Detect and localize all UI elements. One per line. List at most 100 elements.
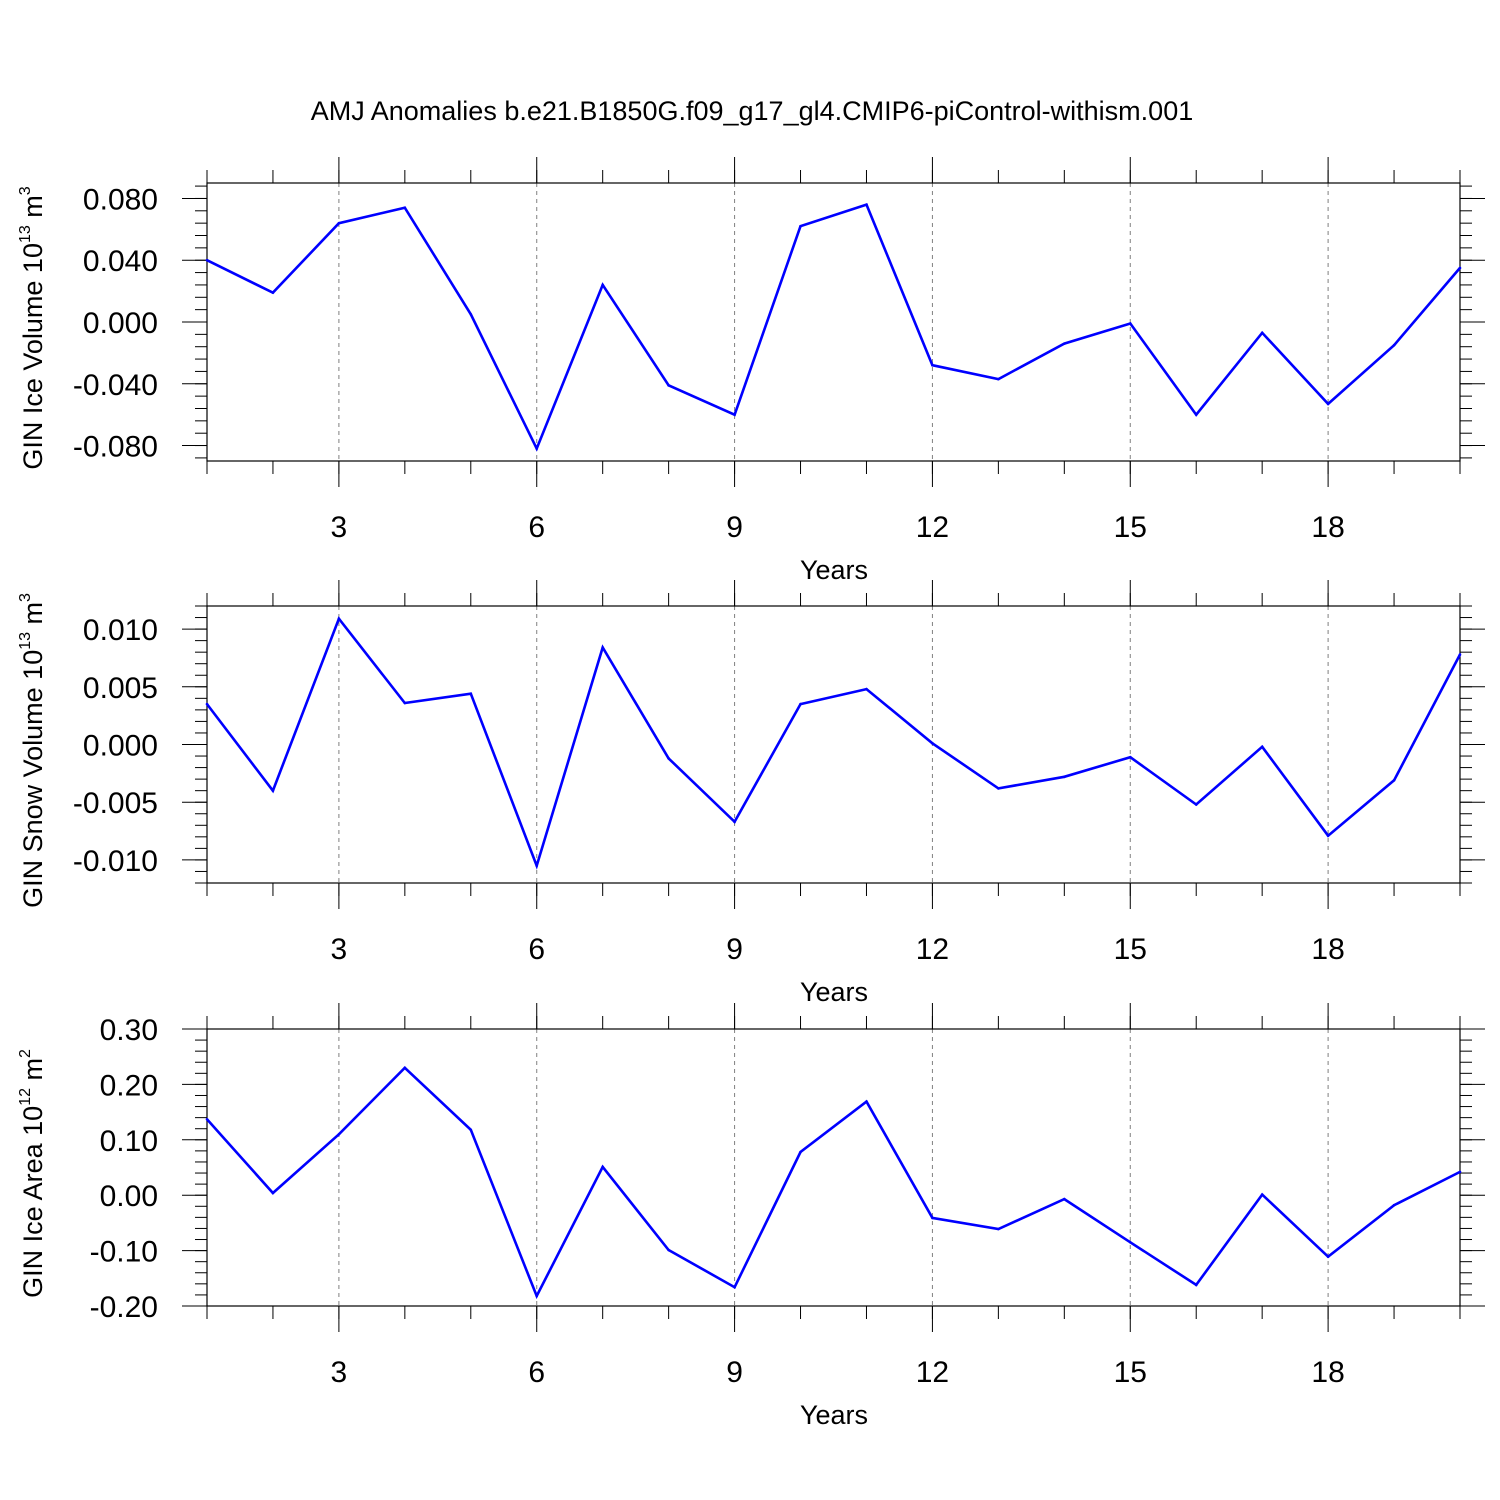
- x-tick-label: 6: [528, 1356, 545, 1389]
- y-axis-title-unit: m: [18, 602, 48, 632]
- data-point: [667, 757, 670, 760]
- data-series-line: [206, 1065, 1461, 1300]
- y-axis-title-unit: m: [18, 1058, 48, 1088]
- data-point: [1458, 266, 1462, 270]
- data-point: [205, 702, 209, 706]
- x-tick-label: 15: [1114, 933, 1147, 966]
- figure-title: AMJ Anomalies b.e21.B1850G.f09_g17_gl4.C…: [311, 96, 1193, 126]
- y-axis-title-unit: m: [18, 195, 48, 225]
- data-point: [1063, 775, 1066, 779]
- data-point: [733, 820, 736, 824]
- data-point: [865, 687, 868, 691]
- x-tick-label: 9: [726, 933, 743, 966]
- x-tick-label: 6: [528, 933, 545, 966]
- x-tick-label: 18: [1311, 933, 1344, 966]
- data-series-line: [206, 202, 1461, 452]
- data-point: [601, 646, 604, 649]
- data-point: [1194, 1283, 1198, 1287]
- y-axis-title-exponent: 13: [17, 225, 34, 243]
- x-axis-title: Years: [800, 1400, 868, 1430]
- data-point: [535, 864, 539, 867]
- x-tick-label: 12: [916, 1356, 949, 1389]
- data-point: [733, 1285, 736, 1289]
- x-tick-label: 15: [1114, 1356, 1147, 1389]
- y-axis-title-unit-exponent: 2: [17, 1049, 34, 1058]
- data-point: [997, 377, 1000, 381]
- y-axis-title-text: GIN Ice Volume 10: [18, 243, 48, 470]
- y-axis-title: GIN Ice Volume 1013 m3: [17, 186, 48, 469]
- data-point: [1326, 1255, 1330, 1258]
- data-point: [1326, 402, 1330, 406]
- x-tick-label: 18: [1311, 511, 1344, 544]
- data-series-line: [205, 616, 1462, 870]
- data-point: [337, 221, 341, 225]
- y-axis-title: GIN Snow Volume 1013 m3: [17, 593, 48, 908]
- data-point: [799, 224, 802, 228]
- x-tick-label: 18: [1311, 1356, 1344, 1389]
- data-point: [1458, 653, 1462, 656]
- y-tick-label: 0.010: [83, 614, 158, 647]
- data-point: [1392, 343, 1396, 347]
- x-tick-label: 9: [726, 1356, 743, 1389]
- data-point: [997, 1227, 1000, 1231]
- data-point: [1128, 755, 1132, 759]
- data-point: [733, 413, 736, 416]
- data-point: [601, 283, 604, 287]
- data-point: [1063, 342, 1066, 345]
- x-tick-label: 15: [1114, 511, 1147, 544]
- data-point: [1458, 1170, 1462, 1174]
- y-tick-label: 0.20: [100, 1069, 158, 1102]
- data-point: [1326, 834, 1330, 837]
- y-tick-label: 0.30: [100, 1014, 158, 1047]
- y-axis-title-unit-exponent: 3: [17, 593, 34, 602]
- data-point: [1392, 1203, 1396, 1207]
- x-tick-label: 6: [528, 511, 545, 544]
- data-point: [931, 742, 934, 745]
- data-point: [865, 203, 868, 206]
- data-point: [205, 1118, 209, 1121]
- data-point: [1194, 413, 1198, 416]
- data-point: [535, 1294, 539, 1298]
- data-point: [799, 1150, 802, 1154]
- data-point: [205, 258, 209, 262]
- data-point: [667, 1248, 670, 1252]
- y-axis-title-text: GIN Snow Volume 10: [18, 650, 48, 908]
- y-tick-label: -0.080: [73, 431, 158, 464]
- y-tick-label: -0.005: [73, 787, 158, 820]
- data-point: [667, 384, 670, 387]
- y-tick-label: 0.000: [83, 730, 158, 763]
- data-point: [1260, 1193, 1264, 1196]
- data-point: [1128, 1240, 1132, 1244]
- x-tick-label: 3: [331, 1356, 348, 1389]
- data-point: [469, 312, 473, 316]
- y-axis-title: GIN Ice Area 1012 m2: [17, 1049, 48, 1298]
- plot-frame: [206, 605, 1461, 884]
- data-point: [271, 291, 275, 294]
- y-tick-label: 0.040: [83, 245, 158, 278]
- data-point: [1392, 778, 1396, 782]
- data-point: [1063, 1197, 1066, 1201]
- data-point: [337, 1132, 341, 1136]
- data-point: [535, 447, 539, 450]
- x-axis-title: Years: [800, 977, 868, 1007]
- data-point: [1260, 331, 1264, 335]
- data-point: [403, 1066, 407, 1070]
- y-tick-label: 0.005: [83, 672, 158, 705]
- y-tick-label: -0.040: [73, 369, 158, 402]
- data-point: [403, 206, 407, 210]
- x-tick-label: 3: [331, 933, 348, 966]
- x-tick-label: 9: [726, 511, 743, 544]
- y-tick-label: -0.010: [73, 845, 158, 878]
- data-point: [799, 702, 802, 706]
- x-axis-title: Years: [800, 555, 868, 585]
- data-point: [931, 363, 934, 367]
- chart-panel-1: 3 6 9 12 15 18 0.080 0.040 0.000 -0.040 -0.080 Year…: [17, 157, 1485, 585]
- y-axis-title-unit-exponent: 3: [17, 186, 34, 195]
- y-tick-label: 0.080: [83, 183, 158, 216]
- chart-panel-3: 3 6 9 12 15 18 0.30 0.20 0.10 0.00 -0.10 -0.20 Years…: [17, 1003, 1485, 1430]
- y-tick-label: 0.10: [100, 1125, 158, 1158]
- data-point: [469, 1128, 473, 1132]
- x-tick-label: 3: [331, 511, 348, 544]
- x-tick-label: 12: [916, 933, 949, 966]
